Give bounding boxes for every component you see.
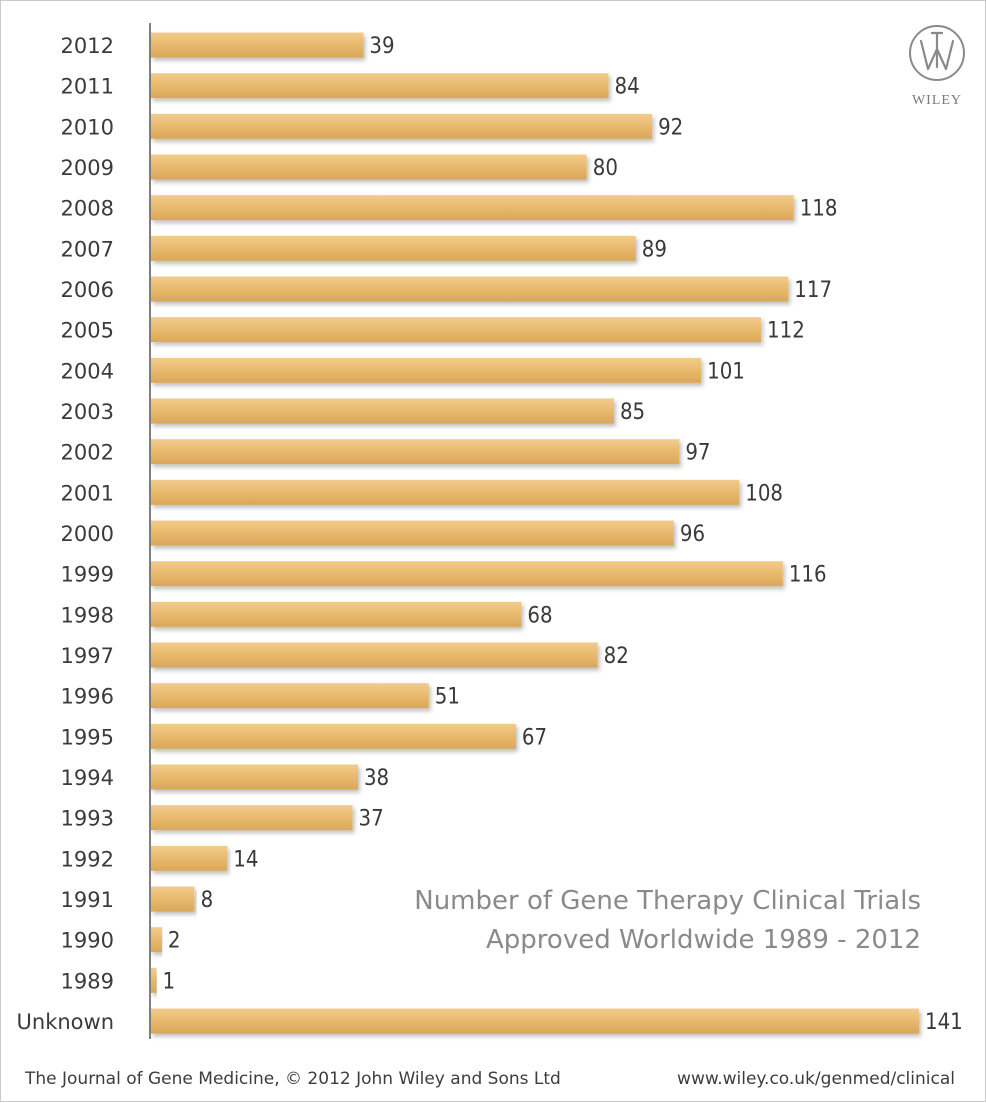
bar-2005	[151, 317, 762, 343]
bar-2004	[151, 357, 702, 383]
category-label-1999: 1999	[61, 563, 114, 587]
bar-2007	[151, 235, 636, 261]
footer-url[interactable]: www.wiley.co.uk/genmed/clinical	[677, 1069, 955, 1089]
value-label-2008: 118	[800, 197, 838, 222]
chart-title: Number of Gene Therapy Clinical Trials	[414, 886, 921, 916]
category-label-2002: 2002	[61, 441, 114, 465]
value-label-2005: 112	[767, 319, 805, 344]
bar-1990	[151, 927, 162, 953]
value-labels: 39 84 92 80 118 89 117 112 101 85 97 108 96 116 68 82 51…	[162, 34, 962, 1035]
bar-2000	[151, 520, 674, 546]
category-label-1997: 1997	[61, 644, 114, 668]
bar-2010	[151, 113, 653, 139]
value-label-1991: 8	[201, 888, 214, 913]
bar-1998	[151, 601, 522, 627]
bars-group	[151, 32, 919, 1034]
category-label-unknown: Unknown	[17, 1010, 114, 1034]
bar-1994	[151, 764, 358, 790]
category-label-1991: 1991	[61, 888, 114, 912]
bar-1996	[151, 683, 429, 709]
wiley-logo-icon	[909, 25, 965, 81]
bar-1989	[151, 967, 157, 993]
value-label-2010: 92	[658, 115, 683, 140]
bar-2002	[151, 439, 680, 465]
bar-2006	[151, 276, 789, 302]
value-label-2011: 84	[615, 75, 640, 100]
value-label-1989: 1	[162, 969, 175, 994]
value-label-2000: 96	[680, 522, 705, 547]
value-label-unknown: 141	[925, 1010, 963, 1035]
bar-2012	[151, 32, 364, 58]
wiley-logo-text: WILEY	[912, 93, 962, 108]
category-label-1998: 1998	[61, 603, 114, 627]
bar-2011	[151, 73, 609, 99]
category-label-2012: 2012	[61, 34, 114, 58]
category-label-2005: 2005	[61, 319, 114, 343]
bar-2003	[151, 398, 614, 424]
value-label-1994: 38	[364, 766, 389, 791]
category-label-2004: 2004	[61, 359, 114, 383]
value-label-2009: 80	[593, 156, 618, 181]
value-label-2012: 39	[369, 34, 394, 59]
wiley-logo: WILEY	[909, 25, 965, 108]
bar-1992	[151, 845, 228, 871]
category-label-1990: 1990	[61, 929, 114, 953]
category-label-1994: 1994	[61, 766, 114, 790]
category-label-1992: 1992	[61, 847, 114, 871]
wiley-logo-monogram	[919, 31, 955, 71]
value-label-1993: 37	[359, 807, 384, 832]
bar-2001	[151, 479, 740, 505]
value-label-1990: 2	[168, 929, 181, 954]
category-label-1989: 1989	[61, 969, 114, 993]
value-label-2002: 97	[685, 441, 710, 466]
bar-2009	[151, 154, 587, 180]
value-label-1998: 68	[527, 603, 552, 628]
category-label-2010: 2010	[61, 115, 114, 139]
value-label-1997: 82	[604, 644, 629, 669]
bar-2008	[151, 195, 794, 221]
category-label-1993: 1993	[61, 807, 114, 831]
category-label-2003: 2003	[61, 400, 114, 424]
value-label-1995: 67	[522, 725, 547, 750]
category-label-2008: 2008	[61, 197, 114, 221]
value-label-2007: 89	[642, 237, 667, 262]
value-label-2004: 101	[707, 359, 745, 384]
chart-subtitle: Approved Worldwide 1989 - 2012	[486, 925, 921, 955]
category-label-2000: 2000	[61, 522, 114, 546]
bar-1993	[151, 805, 353, 831]
category-labels: 2012 2011 2010 2009 2008 2007 2006 2005 2004 2003…	[17, 34, 114, 1034]
bar-1991	[151, 886, 195, 912]
value-label-2006: 117	[794, 278, 832, 303]
value-label-1996: 51	[435, 685, 460, 710]
bar-1997	[151, 642, 598, 668]
category-label-2007: 2007	[61, 237, 114, 261]
category-label-2001: 2001	[61, 481, 114, 505]
category-label-1996: 1996	[61, 685, 114, 709]
category-label-2011: 2011	[61, 75, 114, 99]
value-label-2003: 85	[620, 400, 645, 425]
bar-1995	[151, 723, 516, 749]
category-label-2006: 2006	[61, 278, 114, 302]
footer-citation: The Journal of Gene Medicine, © 2012 Joh…	[24, 1069, 561, 1089]
category-label-1995: 1995	[61, 725, 114, 749]
bar-1999	[151, 561, 783, 587]
value-label-2001: 108	[745, 481, 783, 506]
value-label-1999: 116	[789, 563, 827, 588]
bar-unknown	[151, 1008, 919, 1034]
category-label-2009: 2009	[61, 156, 114, 180]
value-label-1992: 14	[233, 847, 258, 872]
